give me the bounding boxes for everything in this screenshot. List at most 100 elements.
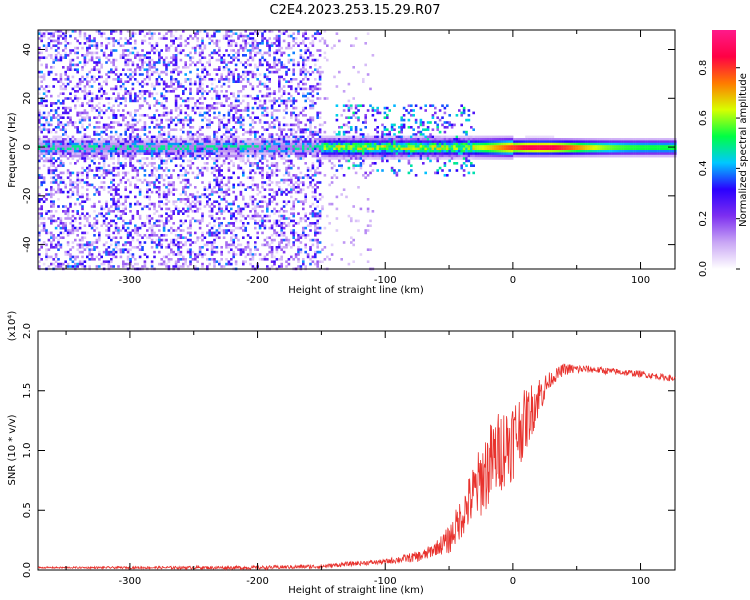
spectrogram-cell: [50, 157, 53, 160]
spectrogram-cell: [263, 238, 267, 242]
spectrogram-cell: [143, 142, 147, 146]
spectrogram-cell: [280, 262, 283, 266]
spectrogram-cell: [230, 92, 233, 95]
spectrogram-cell: [100, 154, 103, 158]
spectrogram-cell: [304, 145, 307, 148]
spectrogram-cell: [150, 229, 154, 232]
spectrogram-cell: [129, 133, 132, 136]
spectrogram-cell: [201, 138, 204, 141]
spectrogram-cell: [263, 152, 267, 155]
spectrogram-cell: [318, 123, 322, 127]
spectrogram-cell: [198, 102, 202, 105]
spectrogram-cell: [141, 138, 144, 141]
spectrogram-cell: [90, 78, 94, 81]
spectrogram-cell: [210, 231, 214, 235]
spectrogram-cell: [287, 174, 291, 177]
spectrogram-cell: [292, 183, 295, 187]
spectrogram-cell: [189, 150, 192, 153]
spectrogram-cell: [299, 188, 303, 191]
spectrogram-cell: [126, 222, 130, 225]
spectrogram-cell: [254, 214, 257, 218]
spectrogram-cell: [249, 32, 252, 35]
spectrogram-cell: [134, 195, 137, 199]
spectrogram-cell: [189, 253, 192, 256]
spectrogram-cell: [251, 142, 255, 146]
spectrogram-cell: [198, 85, 202, 88]
spectrogram-cell: [165, 118, 168, 122]
spectrogram-cell: [52, 39, 55, 43]
spectrogram-cell: [249, 253, 252, 256]
spectrogram-cell: [198, 128, 202, 131]
spectrogram-cell: [294, 150, 298, 153]
spectrogram-cell: [189, 56, 192, 59]
spectrogram-cell: [50, 150, 53, 153]
spectrogram-cell: [208, 214, 211, 218]
spectrogram-cell: [174, 30, 178, 33]
spectrogram-cell: [40, 152, 43, 155]
spectrogram-cell: [155, 154, 159, 158]
spectrogram-cell: [261, 176, 264, 179]
spectrogram-cell: [215, 106, 219, 110]
spectrogram-cell: [76, 243, 79, 247]
spectrogram-cell: [215, 150, 219, 153]
spectrogram-cell: [107, 54, 111, 57]
spectrogram-cell: [117, 265, 120, 268]
spectrogram-cell: [258, 253, 262, 256]
spectrogram-cell: [71, 121, 75, 124]
spectrogram-cell: [150, 171, 154, 175]
spectrogram-cell: [112, 178, 115, 182]
spectrogram-cell: [66, 30, 70, 33]
spectrogram-cell: [292, 123, 295, 127]
spectrogram-cell: [119, 78, 123, 81]
spectrogram-cell: [249, 128, 252, 131]
spectrogram-cell: [124, 154, 127, 158]
spectrogram-cell: [263, 94, 267, 98]
spectrogram-cell: [206, 243, 209, 247]
spectrogram-cell: [74, 154, 77, 158]
spectrogram-cell: [150, 147, 154, 151]
spectrogram-cell: [186, 150, 190, 153]
spectrogram-cell: [107, 106, 111, 110]
spectrogram-cell: [210, 121, 214, 124]
spectrogram-cell: [179, 157, 183, 160]
spectrogram-cell: [148, 138, 151, 141]
spectrogram-cell: [273, 63, 276, 67]
spectrogram-cell: [136, 202, 139, 206]
spectrogram-cell: [52, 152, 55, 155]
spectrogram-cell: [275, 210, 279, 213]
spectrogram-cell: [309, 99, 312, 103]
spectrogram-cell: [98, 97, 101, 100]
spectrogram-cell: [129, 75, 132, 79]
spectrogram-cell: [52, 109, 55, 112]
spectrogram-cell: [246, 243, 250, 247]
spectrogram-cell: [237, 154, 240, 158]
spectrogram-cell: [177, 106, 180, 110]
spectrogram-cell: [318, 193, 322, 196]
spectrogram-cell: [251, 49, 255, 52]
spectrogram-cell: [213, 130, 216, 134]
spectrogram-cell: [242, 183, 245, 187]
spectrogram-cell: [210, 138, 214, 141]
spectrogram-cell: [270, 164, 274, 167]
spectrogram-cell: [62, 99, 65, 103]
spectrogram-cell: [105, 224, 108, 227]
spectrogram-cell: [201, 212, 204, 215]
spectrogram-cell: [86, 114, 89, 117]
spectrogram-cell: [66, 195, 70, 199]
spectrogram-cell: [64, 212, 67, 215]
spectrogram-cell: [201, 150, 204, 153]
spectrogram-cell: [179, 250, 183, 254]
spectrogram-cell: [124, 92, 127, 95]
spectrogram-cell: [304, 193, 307, 196]
spectrogram-cell: [143, 78, 147, 81]
spectrogram-cell: [86, 195, 89, 199]
spectrogram-cell: [160, 207, 163, 211]
spectrogram-cell: [230, 214, 233, 218]
spectrogram-cell: [222, 138, 226, 141]
spectrogram-cell: [306, 152, 310, 155]
spectrogram-cell: [299, 150, 303, 153]
spectrogram-cell: [42, 217, 46, 220]
spectrogram-cell: [282, 238, 286, 242]
spectrogram-cell: [45, 212, 48, 215]
spectrogram-cell: [227, 130, 231, 134]
